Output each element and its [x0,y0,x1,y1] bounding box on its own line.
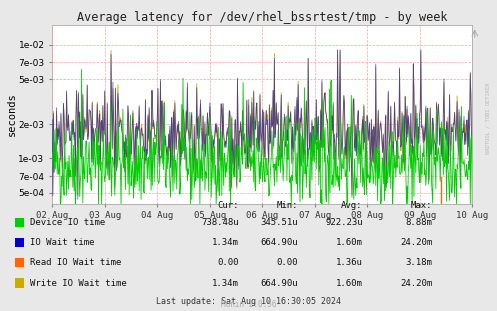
Text: Device IO time: Device IO time [30,218,105,227]
Text: 345.51u: 345.51u [260,218,298,227]
Text: 3.18m: 3.18m [406,258,432,267]
Text: RRDTOOL / TOBI OETIKER: RRDTOOL / TOBI OETIKER [486,82,491,154]
Text: Read IO Wait time: Read IO Wait time [30,258,121,267]
Text: 0.00: 0.00 [217,258,239,267]
Text: Write IO Wait time: Write IO Wait time [30,279,127,287]
Text: 1.36u: 1.36u [336,258,363,267]
Text: 1.60m: 1.60m [336,279,363,287]
Text: 24.20m: 24.20m [400,238,432,247]
Y-axis label: seconds: seconds [7,92,17,136]
Text: 1.60m: 1.60m [336,238,363,247]
Text: 24.20m: 24.20m [400,279,432,287]
Text: 922.23u: 922.23u [325,218,363,227]
Text: 664.90u: 664.90u [260,279,298,287]
Text: Max:: Max: [411,201,432,210]
Text: Munin 2.0.56: Munin 2.0.56 [221,300,276,309]
Text: Avg:: Avg: [341,201,363,210]
Text: Cur:: Cur: [217,201,239,210]
Text: 0.00: 0.00 [277,258,298,267]
Text: 738.48u: 738.48u [201,218,239,227]
Text: Last update: Sat Aug 10 16:30:05 2024: Last update: Sat Aug 10 16:30:05 2024 [156,297,341,306]
Title: Average latency for /dev/rhel_bssrtest/tmp - by week: Average latency for /dev/rhel_bssrtest/t… [77,11,447,24]
Text: IO Wait time: IO Wait time [30,238,94,247]
Text: 1.34m: 1.34m [212,279,239,287]
Text: 8.88m: 8.88m [406,218,432,227]
Text: 664.90u: 664.90u [260,238,298,247]
Text: 1.34m: 1.34m [212,238,239,247]
Text: Min:: Min: [277,201,298,210]
